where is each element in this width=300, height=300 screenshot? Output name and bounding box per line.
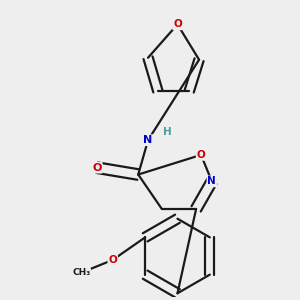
Text: CH₃: CH₃ xyxy=(72,268,90,277)
Text: N: N xyxy=(143,135,153,145)
Text: N: N xyxy=(208,176,216,186)
Text: O: O xyxy=(108,255,117,265)
Text: O: O xyxy=(92,163,102,173)
Text: O: O xyxy=(197,150,206,160)
Text: H: H xyxy=(163,127,172,137)
Text: O: O xyxy=(173,20,182,29)
